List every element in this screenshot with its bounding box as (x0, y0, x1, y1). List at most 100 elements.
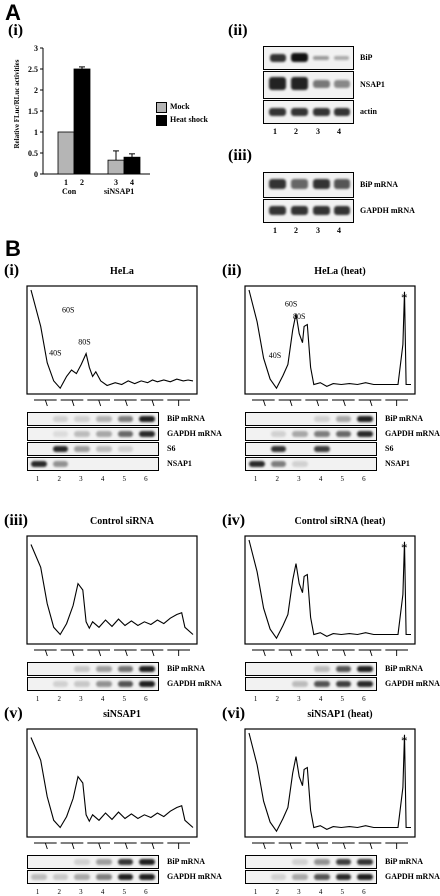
panel-b-iv-label: (iv) (222, 512, 246, 529)
fraction-bracket (332, 842, 355, 850)
fraction-number: 1 (253, 695, 258, 703)
peak-label-40s: 40S (49, 348, 61, 357)
bar-mock (107, 159, 125, 175)
band (314, 431, 330, 437)
band (249, 461, 265, 467)
gel-gapdh-mrna (27, 870, 159, 884)
fraction-number: 3 (297, 475, 301, 483)
row-label-gapdh-mrna: GAPDH mRNA (360, 206, 415, 215)
fraction-bracket (358, 649, 382, 657)
fraction-bracket (252, 399, 275, 407)
fraction-number: 2 (57, 695, 62, 703)
band (357, 431, 373, 437)
blot-actin (263, 100, 354, 124)
profile-frame (244, 728, 416, 838)
peak-label-60s: 60S (285, 299, 297, 308)
band (139, 874, 155, 880)
band (314, 416, 330, 422)
band (139, 666, 155, 672)
fraction-bracket (305, 842, 328, 850)
row-label-gapdh-mrna: GAPDH mRNA (167, 429, 222, 438)
band (96, 416, 112, 422)
bar-heat-shock (73, 68, 91, 175)
sedimentation-profile (26, 535, 198, 657)
band (292, 461, 308, 467)
band (270, 461, 287, 467)
row-label-bip-mrna: BiP mRNA (167, 414, 205, 423)
band (31, 461, 47, 467)
band (52, 416, 69, 422)
fraction-bracket (114, 649, 137, 657)
fraction-bracket (278, 399, 302, 407)
row-label-nsap1: NSAP1 (385, 459, 410, 468)
fraction-number: 3 (79, 475, 83, 483)
band (314, 666, 330, 672)
gel-gapdh-mrna (245, 427, 377, 441)
band (292, 859, 308, 865)
band (117, 859, 134, 865)
band (357, 681, 373, 687)
legend-swatch-mock (156, 102, 167, 113)
fraction-bracket (252, 649, 275, 657)
band (270, 446, 287, 452)
polysome-panel-iv: (iv) Control siRNA (heat) * BiP mRNA GAPDH m… (220, 512, 440, 703)
row-label-s6: S6 (385, 444, 394, 453)
y-tick-label: 1.5 (28, 107, 38, 116)
fraction-number: 5 (340, 888, 345, 896)
peak-label-80s: 80S (293, 312, 305, 321)
band (96, 431, 112, 437)
fraction-number: 3 (297, 888, 301, 896)
peak-label-80s: 80S (78, 338, 90, 347)
fraction-bracket (60, 399, 84, 407)
panel-a-iii-label: (iii) (228, 147, 252, 164)
peak-label-60s: 60S (62, 306, 74, 315)
legend-label-heat-shock: Heat shock (170, 115, 208, 124)
band (139, 859, 155, 865)
band (117, 681, 134, 687)
lane-number: 2 (80, 178, 84, 187)
gel-gapdh-mrna (27, 677, 159, 691)
fraction-number: 4 (318, 888, 323, 896)
gel-bip-mrna (27, 662, 159, 676)
fraction-number: 4 (318, 695, 323, 703)
row-label-bip-mrna: BiP mRNA (385, 414, 423, 423)
fraction-bracket (87, 649, 110, 657)
band (357, 859, 373, 865)
fraction-bracket (385, 649, 408, 656)
sedimentation-profile (26, 728, 198, 850)
absorbance-trace (30, 544, 194, 636)
panel-a-ii-label: (ii) (228, 22, 248, 39)
band (74, 666, 90, 672)
band (139, 681, 155, 687)
sedimentation-profile: 40S 60S 80S (26, 285, 198, 407)
panel-title: HeLa (110, 266, 134, 277)
fraction-number: 5 (340, 695, 345, 703)
lane-number: 4 (130, 178, 134, 187)
panel-label-b: B (5, 236, 21, 261)
sedimentation-profile: * (244, 728, 416, 850)
gel-bip-mrna (245, 662, 377, 676)
band (52, 431, 69, 437)
band (96, 681, 112, 687)
band (335, 859, 352, 865)
sedimentation-profile: * (244, 535, 416, 657)
fraction-bracket (167, 842, 190, 849)
y-tick-label: 0.5 (28, 149, 38, 158)
profile-frame (26, 535, 198, 645)
blot-nsap1 (263, 71, 354, 99)
row-label-bip-mrna: BiP mRNA (167, 857, 205, 866)
lane-number: 1 (64, 178, 68, 187)
star-marker: * (401, 733, 408, 748)
fraction-bracket (358, 399, 382, 407)
band (270, 874, 287, 880)
fraction-number: 4 (100, 695, 105, 703)
y-tick-label: 3 (34, 44, 38, 53)
profile-frame (244, 285, 416, 395)
bar-mock (57, 131, 75, 175)
lane-2: 2 (294, 127, 298, 136)
row-label-bip-mrna: BiP mRNA (385, 857, 423, 866)
gel-s6 (27, 442, 159, 456)
band (139, 416, 155, 422)
peak-label-40s: 40S (269, 351, 281, 360)
fraction-number: 1 (35, 475, 40, 483)
